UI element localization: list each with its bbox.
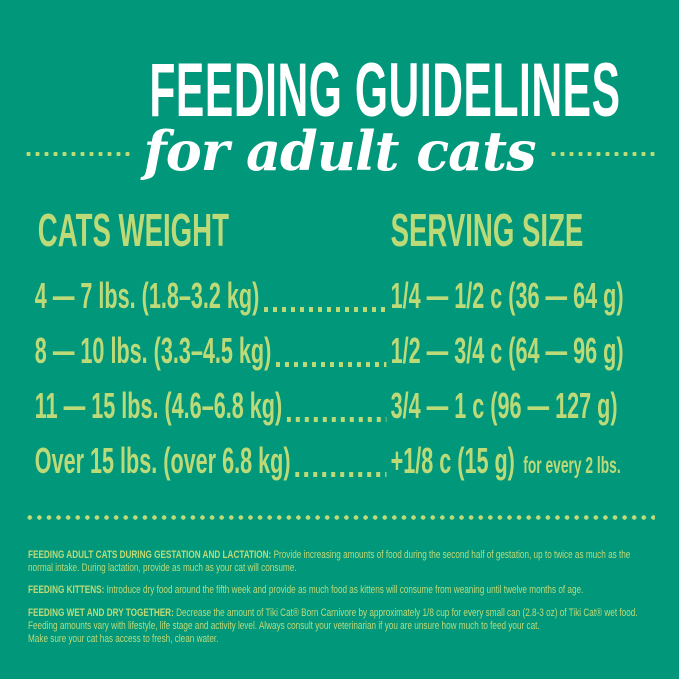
footnote-water: Make sure your cat has access to fresh, … bbox=[28, 633, 657, 646]
serving-value: +1/8 c (15 g) bbox=[390, 440, 515, 481]
table-row: 11 — 15 lbs. (4.6–6.8 kg) 3/4 — 1 c (96 … bbox=[0, 378, 618, 433]
footnote-gestation: FEEDING ADULT CATS DURING GESTATION AND … bbox=[28, 549, 657, 575]
dot-leader bbox=[286, 378, 387, 433]
footnote-wet-and-dry: FEEDING WET AND DRY TOGETHER: Decrease t… bbox=[28, 607, 657, 633]
column-header-cats-weight: CATS WEIGHT bbox=[37, 204, 229, 256]
weight-cell: 11 — 15 lbs. (4.6–6.8 kg) bbox=[34, 384, 283, 426]
weight-cell: 8 — 10 lbs. (3.3–4.5 kg) bbox=[34, 329, 272, 371]
dotted-separator bbox=[25, 513, 655, 522]
dotted-rule-left bbox=[24, 151, 131, 157]
footnote-kittens: FEEDING KITTENS: Introduce dry food arou… bbox=[28, 584, 657, 597]
weight-cell: Over 15 lbs. (over 6.8 kg) bbox=[34, 439, 291, 481]
subtitle-row: for adult cats bbox=[0, 118, 679, 190]
serving-value: 1/2 — 3/4 c (64 — 96 g) bbox=[390, 330, 624, 371]
serving-cell: 3/4 — 1 c (96 — 127 g) bbox=[391, 378, 626, 438]
serving-note: for every 2 lbs. bbox=[523, 452, 621, 478]
footnote-lead: FEEDING KITTENS: bbox=[28, 584, 105, 597]
serving-cell: +1/8 c (15 g) for every 2 lbs. bbox=[391, 433, 621, 493]
dot-leader bbox=[264, 268, 387, 323]
footnotes: FEEDING ADULT CATS DURING GESTATION AND … bbox=[28, 549, 657, 655]
weight-cell: 4 — 7 lbs. (1.8–3.2 kg) bbox=[34, 274, 260, 316]
table-row: 4 — 7 lbs. (1.8–3.2 kg) 1/4 — 1/2 c (36 … bbox=[0, 268, 624, 323]
footnote-text: Provide increasing amounts of food durin… bbox=[28, 549, 631, 575]
footnote-text: Decrease the amount of Tiki Cat® Born Ca… bbox=[28, 606, 638, 632]
footnote-text: Make sure your cat has access to fresh, … bbox=[28, 633, 219, 646]
feeding-table: CATS WEIGHT SERVING SIZE 4 — 7 lbs. (1.8… bbox=[0, 205, 679, 488]
footnote-lead: FEEDING WET AND DRY TOGETHER: bbox=[28, 606, 174, 619]
dotted-rule-right bbox=[548, 151, 656, 157]
page-title: FEEDING GUIDELINES bbox=[149, 48, 621, 133]
page-subtitle: for adult cats bbox=[143, 119, 537, 183]
table-row: Over 15 lbs. (over 6.8 kg) +1/8 c (15 g)… bbox=[0, 433, 621, 488]
dot-leader bbox=[295, 433, 387, 488]
table-row: 8 — 10 lbs. (3.3–4.5 kg) 1/2 — 3/4 c (64… bbox=[0, 323, 624, 378]
table-header-row: CATS WEIGHT SERVING SIZE bbox=[0, 205, 679, 255]
serving-value: 3/4 — 1 c (96 — 127 g) bbox=[390, 385, 618, 426]
serving-value: 1/4 — 1/2 c (36 — 64 g) bbox=[390, 275, 624, 316]
serving-cell: 1/4 — 1/2 c (36 — 64 g) bbox=[391, 268, 632, 328]
column-header-serving-size: SERVING SIZE bbox=[390, 204, 584, 256]
dot-leader bbox=[276, 323, 387, 378]
serving-cell: 1/2 — 3/4 c (64 — 96 g) bbox=[391, 323, 632, 383]
footnote-text: Introduce dry food around the fifth week… bbox=[106, 584, 584, 597]
footnote-lead: FEEDING ADULT CATS DURING GESTATION AND … bbox=[28, 549, 272, 561]
